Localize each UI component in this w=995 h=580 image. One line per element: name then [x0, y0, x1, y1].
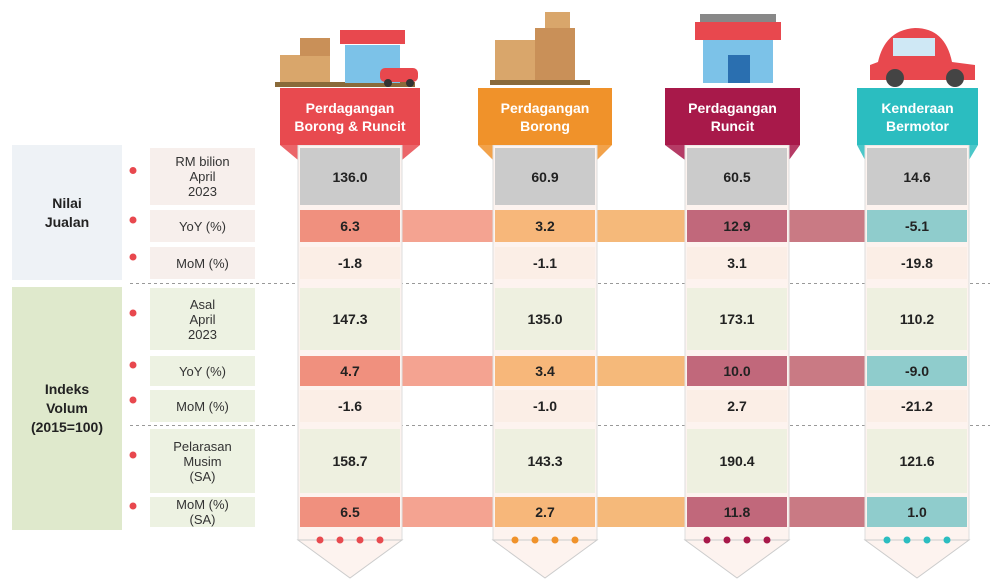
row-label: YoY (%): [150, 356, 255, 386]
group-label: Nilai Jualan: [12, 145, 122, 280]
value-cell: 14.6: [867, 148, 967, 205]
value-cell: 121.6: [867, 429, 967, 493]
value-cell: -1.0: [495, 390, 595, 422]
value-cell: 10.0: [687, 356, 787, 386]
row-label: RM bilion April 2023: [150, 148, 255, 205]
pencil-tip: [298, 540, 402, 578]
bullet: [130, 397, 137, 404]
value-cell: 12.9: [687, 210, 787, 242]
value-cell: -1.8: [300, 247, 400, 279]
column-header: Perdagangan Borong & Runcit: [280, 88, 420, 145]
dot: [337, 537, 344, 544]
group-label: Indeks Volum (2015=100): [12, 287, 122, 530]
dot: [317, 537, 324, 544]
icon-car: [870, 28, 975, 87]
dot: [884, 537, 891, 544]
value-cell: 3.1: [687, 247, 787, 279]
value-cell: 60.5: [687, 148, 787, 205]
value-cell: 2.7: [687, 390, 787, 422]
value-cell: 60.9: [495, 148, 595, 205]
row-label: Asal April 2023: [150, 288, 255, 350]
pencil-tip: [685, 540, 789, 578]
value-cell: -1.1: [495, 247, 595, 279]
dot: [532, 537, 539, 544]
value-cell: 1.0: [867, 497, 967, 527]
dot: [377, 537, 384, 544]
dot: [357, 537, 364, 544]
bullet: [130, 310, 137, 317]
value-cell: 6.3: [300, 210, 400, 242]
value-cell: -9.0: [867, 356, 967, 386]
value-cell: 2.7: [495, 497, 595, 527]
row-label: MoM (%): [150, 390, 255, 422]
value-cell: 6.5: [300, 497, 400, 527]
pencil-tip: [865, 540, 969, 578]
dot: [552, 537, 559, 544]
value-cell: 3.4: [495, 356, 595, 386]
icon-boxes: [490, 12, 590, 85]
value-cell: 158.7: [300, 429, 400, 493]
bullet: [130, 362, 137, 369]
row-label: YoY (%): [150, 210, 255, 242]
dot: [512, 537, 519, 544]
dot: [724, 537, 731, 544]
dot: [944, 537, 951, 544]
dot: [744, 537, 751, 544]
row-label: MoM (%) (SA): [150, 497, 255, 527]
infographic: Perdagangan Borong & Runcit Perdagangan B…: [0, 0, 995, 580]
dot: [764, 537, 771, 544]
value-cell: 135.0: [495, 288, 595, 350]
value-cell: 3.2: [495, 210, 595, 242]
value-cell: 110.2: [867, 288, 967, 350]
value-cell: 147.3: [300, 288, 400, 350]
value-cell: 11.8: [687, 497, 787, 527]
dot: [904, 537, 911, 544]
bullet: [130, 217, 137, 224]
column-header: Kenderaan Bermotor: [857, 88, 978, 145]
pencil-tip: [493, 540, 597, 578]
value-cell: -1.6: [300, 390, 400, 422]
bullet: [130, 167, 137, 174]
dot: [924, 537, 931, 544]
dot: [572, 537, 579, 544]
column-header: Perdagangan Runcit: [665, 88, 800, 145]
icon-shop: [695, 14, 781, 83]
value-cell: 136.0: [300, 148, 400, 205]
bullet: [130, 452, 137, 459]
value-cell: 190.4: [687, 429, 787, 493]
row-label: Pelarasan Musim (SA): [150, 429, 255, 493]
value-cell: 173.1: [687, 288, 787, 350]
icon-boxes-shop-car: [275, 30, 418, 87]
value-cell: 4.7: [300, 356, 400, 386]
dot: [704, 537, 711, 544]
bullet: [130, 503, 137, 510]
row-label: MoM (%): [150, 247, 255, 279]
column-header: Perdagangan Borong: [478, 88, 612, 145]
value-cell: -19.8: [867, 247, 967, 279]
value-cell: 143.3: [495, 429, 595, 493]
value-cell: -21.2: [867, 390, 967, 422]
value-cell: -5.1: [867, 210, 967, 242]
bullet: [130, 254, 137, 261]
